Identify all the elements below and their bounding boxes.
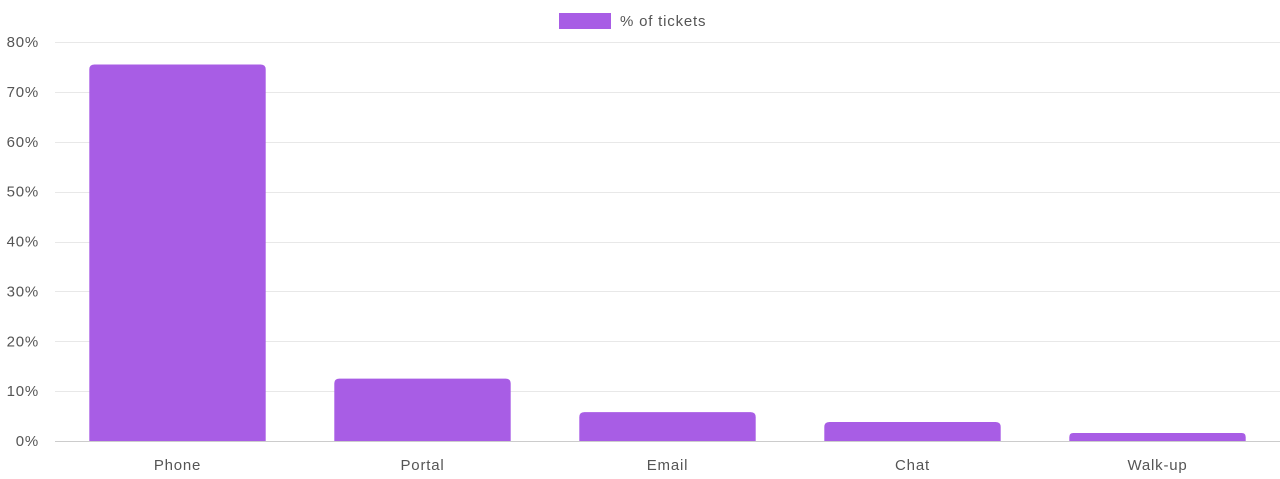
bars	[89, 64, 1246, 441]
bar-portal[interactable]	[334, 378, 511, 441]
y-tick-label: 30%	[7, 283, 39, 300]
y-tick-label: 50%	[7, 184, 39, 201]
bar-walk-up[interactable]	[1069, 433, 1246, 441]
y-tick-label: 60%	[7, 134, 39, 151]
y-tick-label: 70%	[7, 84, 39, 101]
bar-chat[interactable]	[824, 422, 1001, 441]
bar-email[interactable]	[579, 412, 756, 441]
x-tick-label: Walk-up	[1127, 457, 1187, 474]
x-axis-ticks: Phone Portal Email Chat Walk-up	[154, 457, 1187, 474]
y-tick-label: 10%	[7, 383, 39, 400]
y-axis-ticks: 0% 10% 20% 30% 40% 50% 60% 70% 80%	[7, 34, 39, 450]
legend[interactable]: % of tickets	[559, 13, 706, 30]
x-tick-label: Chat	[895, 457, 930, 474]
y-tick-label: 20%	[7, 333, 39, 350]
y-tick-label: 0%	[16, 433, 39, 450]
legend-swatch[interactable]	[559, 13, 611, 29]
y-tick-label: 80%	[7, 34, 39, 51]
bar-phone[interactable]	[89, 64, 266, 441]
x-tick-label: Phone	[154, 457, 201, 474]
x-tick-label: Email	[647, 457, 689, 474]
y-tick-label: 40%	[7, 234, 39, 251]
x-tick-label: Portal	[401, 457, 445, 474]
legend-label[interactable]: % of tickets	[620, 13, 706, 30]
